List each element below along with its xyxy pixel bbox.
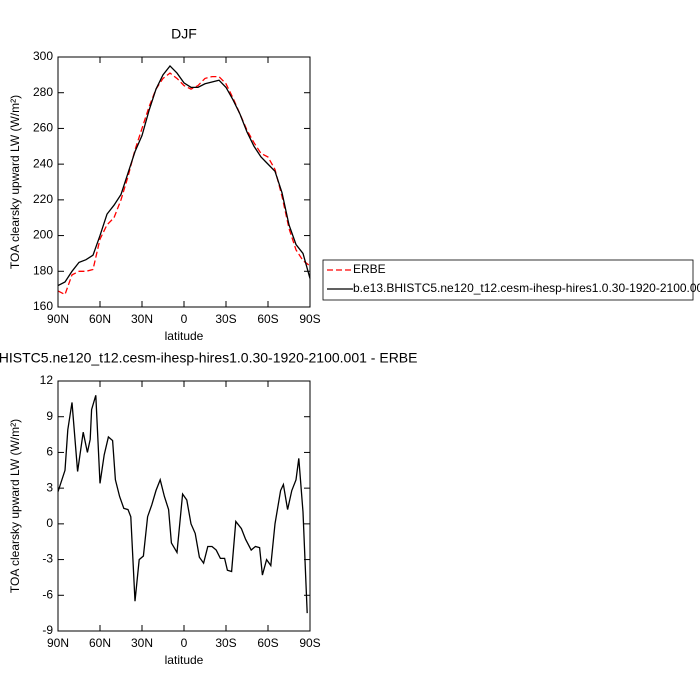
y-tick-label: 220 [33, 192, 53, 206]
y-tick-label: 6 [46, 445, 53, 459]
y-axis-label: TOA clearsky upward LW (W/m²) [8, 419, 22, 593]
x-tick-label: 30N [131, 312, 153, 326]
data-line [57, 72, 311, 296]
x-tick-label: 60N [89, 636, 111, 650]
y-tick-label: 300 [33, 49, 53, 63]
legend-label: b.e13.BHISTC5.ne120_t12.cesm-ihesp-hires… [353, 281, 700, 295]
x-axis-label: latitude [165, 653, 204, 667]
x-tick-label: 90S [299, 636, 320, 650]
y-tick-label: 200 [33, 228, 53, 242]
data-line [57, 395, 308, 614]
y-tick-label: 0 [46, 516, 53, 530]
data-line [57, 64, 311, 287]
x-tick-label: 60N [89, 312, 111, 326]
plot-frame [57, 56, 311, 308]
y-tick-label: 280 [33, 85, 53, 99]
x-tick-label: 0 [181, 312, 188, 326]
chart-title: b.e13.BHISTC5.ne120_t12.cesm-ihesp-hires… [0, 350, 417, 366]
y-tick-label: 3 [46, 480, 53, 494]
y-tick-label: 12 [40, 373, 54, 387]
y-tick-label: 180 [33, 263, 53, 277]
y-tick-label: 260 [33, 121, 53, 135]
x-tick-label: 90S [299, 312, 320, 326]
y-tick-label: 240 [33, 156, 53, 170]
x-tick-label: 60S [257, 312, 278, 326]
chart-title: DJF [171, 26, 197, 42]
x-tick-label: 60S [257, 636, 278, 650]
x-tick-label: 90N [47, 636, 69, 650]
y-tick-label: 9 [46, 409, 53, 423]
y-tick-label: -6 [42, 587, 53, 601]
x-tick-label: 30S [215, 636, 236, 650]
x-tick-label: 90N [47, 312, 69, 326]
legend-box [322, 259, 694, 301]
y-tick-label: 160 [33, 299, 53, 313]
x-tick-label: 30S [215, 312, 236, 326]
plot-frame [57, 380, 311, 632]
y-axis-label: TOA clearsky upward LW (W/m²) [8, 95, 22, 269]
y-tick-label: -3 [42, 552, 53, 566]
legend-label: ERBE [353, 262, 386, 276]
y-tick-label: -9 [42, 623, 53, 637]
x-axis-label: latitude [165, 329, 204, 343]
x-tick-label: 0 [181, 636, 188, 650]
x-tick-label: 30N [131, 636, 153, 650]
